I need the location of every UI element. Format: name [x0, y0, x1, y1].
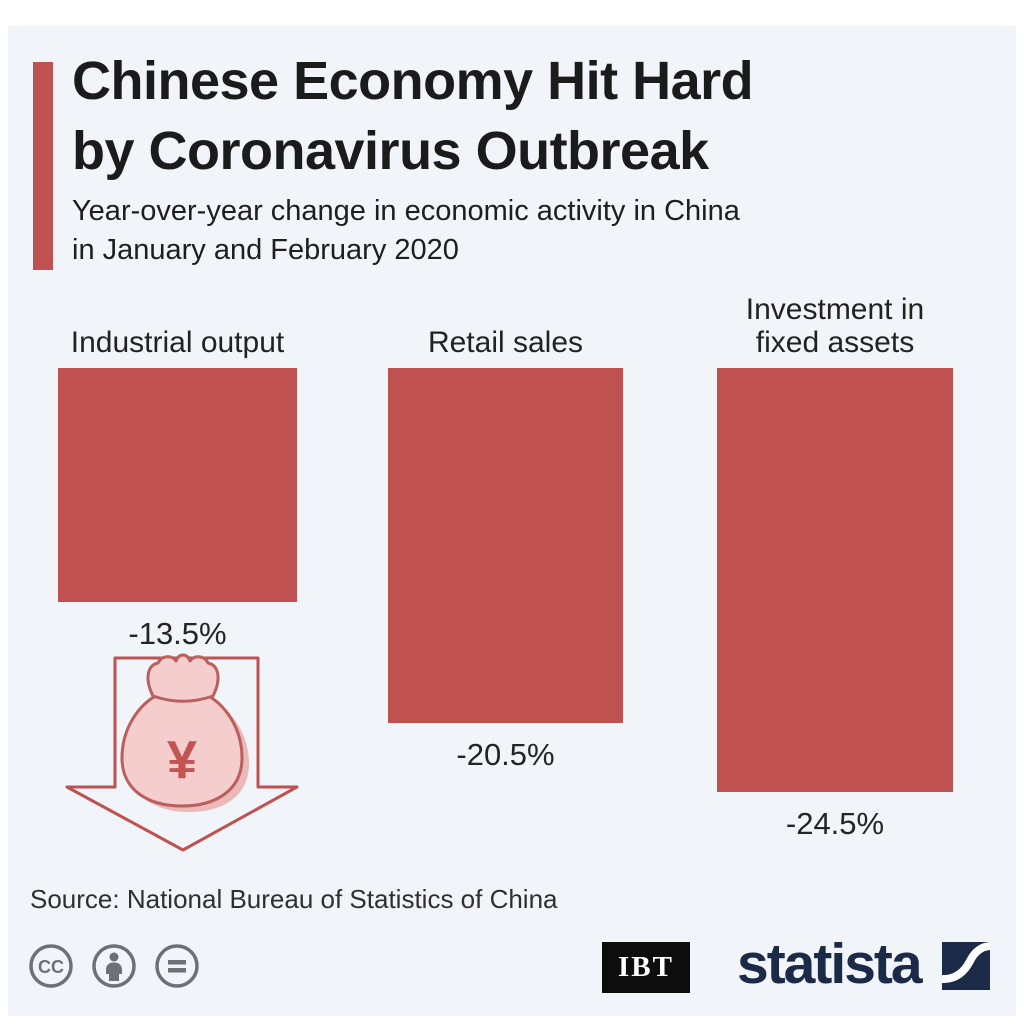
bar-retail-sales [388, 368, 623, 723]
down-arrow-outline [65, 656, 299, 852]
ibt-logo[interactable]: IBT [602, 942, 690, 993]
page-title: Chinese Economy Hit Hard by Coronavirus … [72, 46, 754, 186]
category-label-line: Retail sales [427, 326, 584, 359]
subtitle-line-1: Year-over-year change in economic activi… [72, 195, 740, 227]
value-label-industrial-output: -13.5% [128, 616, 227, 651]
subtitle-line-2: in January and February 2020 [72, 234, 459, 266]
equals-nd-icon[interactable] [154, 943, 200, 989]
title-line-1: Chinese Economy Hit Hard [72, 51, 754, 111]
money-bag-tie [146, 653, 220, 703]
cc-letters: CC [38, 957, 64, 977]
value-label-retail-sales: -20.5% [456, 737, 555, 772]
page-subtitle: Year-over-year change in economic activi… [72, 192, 740, 270]
category-label-line: fixed assets [755, 326, 915, 359]
value-label-fixed-assets: -24.5% [785, 806, 885, 841]
money-bag-body [120, 692, 244, 808]
category-label-fixed-assets: Investment in fixed assets [746, 290, 924, 368]
yuan-symbol: ¥ [167, 730, 197, 790]
source-text: Source: National Bureau of Statistics of… [30, 884, 558, 914]
category-label-industrial-output: Industrial output [71, 290, 284, 368]
money-bag-down-arrow-icon: ¥ [65, 653, 299, 852]
statista-wordmark[interactable]: statista [737, 932, 923, 996]
category-label-line: Industrial output [70, 326, 285, 359]
title-line-2: by Coronavirus Outbreak [72, 121, 709, 181]
category-label-retail-sales: Retail sales [428, 290, 583, 368]
chart-column-industrial-output: Industrial output -13.5% [58, 290, 297, 652]
title-accent-bar [33, 62, 53, 270]
bar-industrial-output [58, 368, 297, 602]
license-icons: CC [28, 943, 200, 989]
chart-column-retail-sales: Retail sales -20.5% [388, 290, 623, 773]
category-label-line: Investment in [745, 293, 925, 326]
cc-icon[interactable]: CC [28, 943, 74, 989]
bar-fixed-assets [717, 368, 953, 792]
chart-column-fixed-assets: Investment in fixed assets -24.5% [717, 290, 953, 842]
statista-logo-icon[interactable] [942, 942, 990, 990]
attribution-person-icon[interactable] [91, 943, 137, 989]
